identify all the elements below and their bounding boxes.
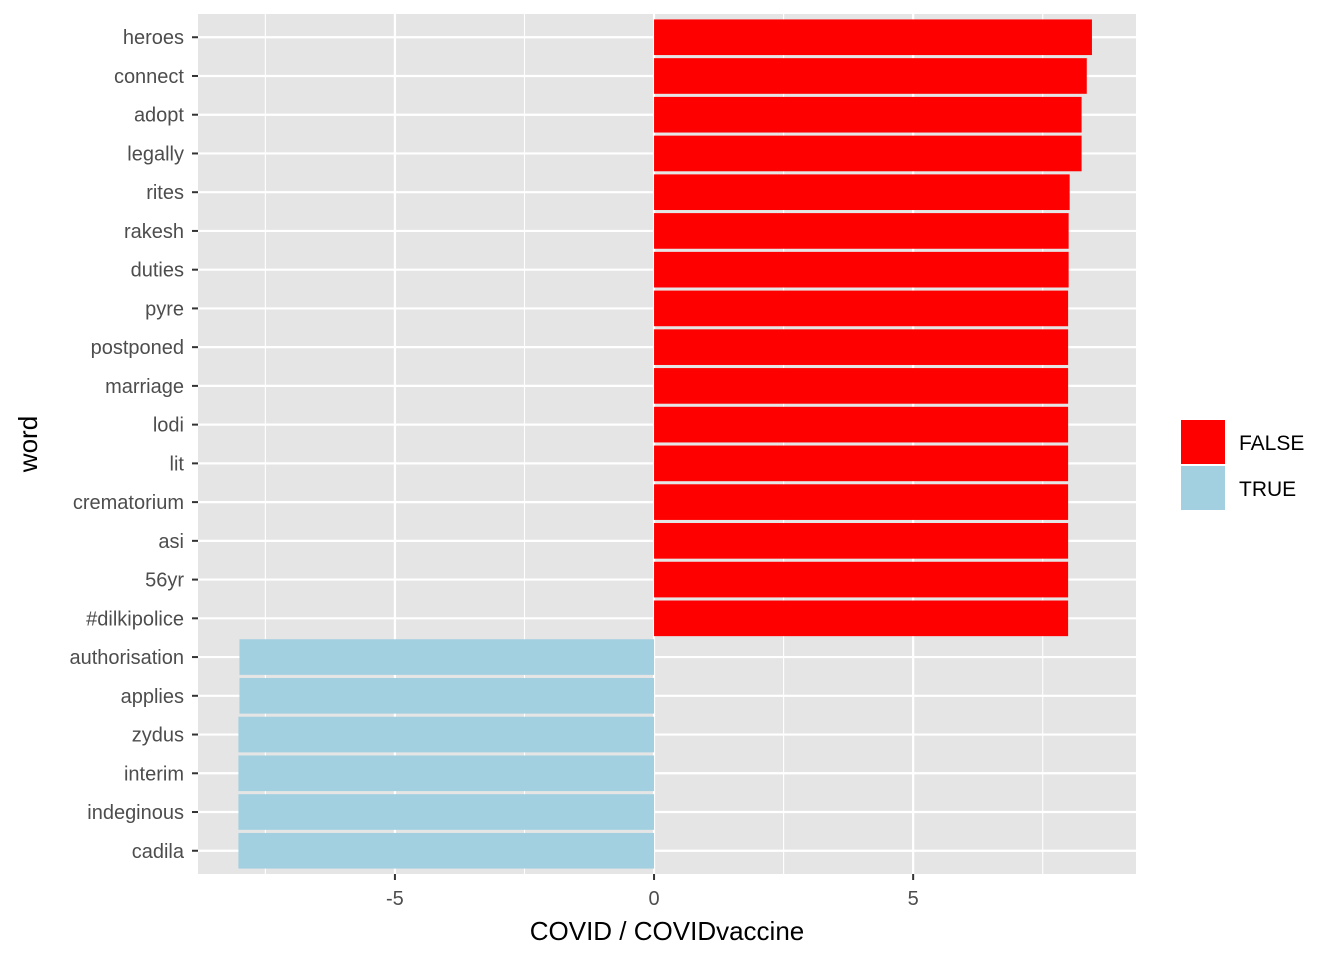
legend-key-false xyxy=(1181,420,1225,464)
bar-asi xyxy=(654,523,1069,559)
bar-dilkipolice xyxy=(654,600,1069,637)
y-tick-label: duties xyxy=(131,260,184,282)
y-tick-label: authorisation xyxy=(69,647,184,669)
y-tick-label: cadila xyxy=(132,841,185,863)
y-tick-label: zydus xyxy=(132,725,184,747)
bar-pyre xyxy=(654,290,1069,327)
bar-duties xyxy=(654,251,1069,288)
y-tick-label: postponed xyxy=(91,337,184,359)
y-tick-label: pyre xyxy=(145,298,184,320)
bar-legally xyxy=(654,135,1082,172)
y-tick-label: marriage xyxy=(105,376,184,398)
x-tick-label: 0 xyxy=(648,888,659,910)
y-axis: heroes connect adopt legally rites rakesh duti… xyxy=(69,27,198,863)
y-tick-label: heroes xyxy=(123,27,184,49)
y-tick-label: connect xyxy=(114,66,184,88)
x-tick-label: 5 xyxy=(908,888,919,910)
y-tick-label: adopt xyxy=(134,105,184,127)
bar-lodi xyxy=(654,406,1069,443)
bar-56yr xyxy=(654,561,1069,598)
bar-crematorium xyxy=(654,484,1069,520)
y-tick-label: lit xyxy=(170,453,185,475)
y-tick-label: 56yr xyxy=(145,570,184,592)
x-axis: -5 0 5 xyxy=(386,874,919,910)
x-axis-title: COVID / COVIDvaccine xyxy=(530,916,805,946)
bar-rites xyxy=(654,174,1070,211)
bar-interim xyxy=(238,755,655,792)
bar-authorisation xyxy=(239,639,655,675)
bar-zydus xyxy=(238,716,655,753)
bar-heroes xyxy=(654,19,1092,56)
y-tick-label: rakesh xyxy=(124,221,184,243)
y-tick-label: asi xyxy=(158,531,184,553)
bar-connect xyxy=(654,58,1087,94)
bar-applies xyxy=(239,677,655,714)
bar-rakesh xyxy=(654,213,1069,249)
y-tick-label: legally xyxy=(127,143,184,165)
legend-label: TRUE xyxy=(1239,478,1296,501)
y-tick-label: rites xyxy=(146,182,184,204)
bar-lit xyxy=(654,445,1069,482)
y-tick-label: applies xyxy=(121,686,184,708)
legend: FALSE TRUE xyxy=(1181,420,1304,510)
y-axis-title: word xyxy=(13,416,43,473)
legend-key-true xyxy=(1181,466,1225,510)
bars xyxy=(238,19,1092,869)
bar-adopt xyxy=(654,96,1082,133)
x-tick-label: -5 xyxy=(386,888,404,910)
bar-marriage xyxy=(654,368,1069,404)
y-tick-label: crematorium xyxy=(73,492,184,514)
y-tick-label: #dilkipolice xyxy=(86,608,184,630)
y-tick-label: indeginous xyxy=(87,802,184,824)
bar-postponed xyxy=(654,329,1069,365)
y-tick-label: lodi xyxy=(153,415,184,437)
legend-label: FALSE xyxy=(1239,432,1304,455)
bar-indeginous xyxy=(238,794,655,830)
y-tick-label: interim xyxy=(124,763,184,785)
bar-cadila xyxy=(238,832,655,869)
